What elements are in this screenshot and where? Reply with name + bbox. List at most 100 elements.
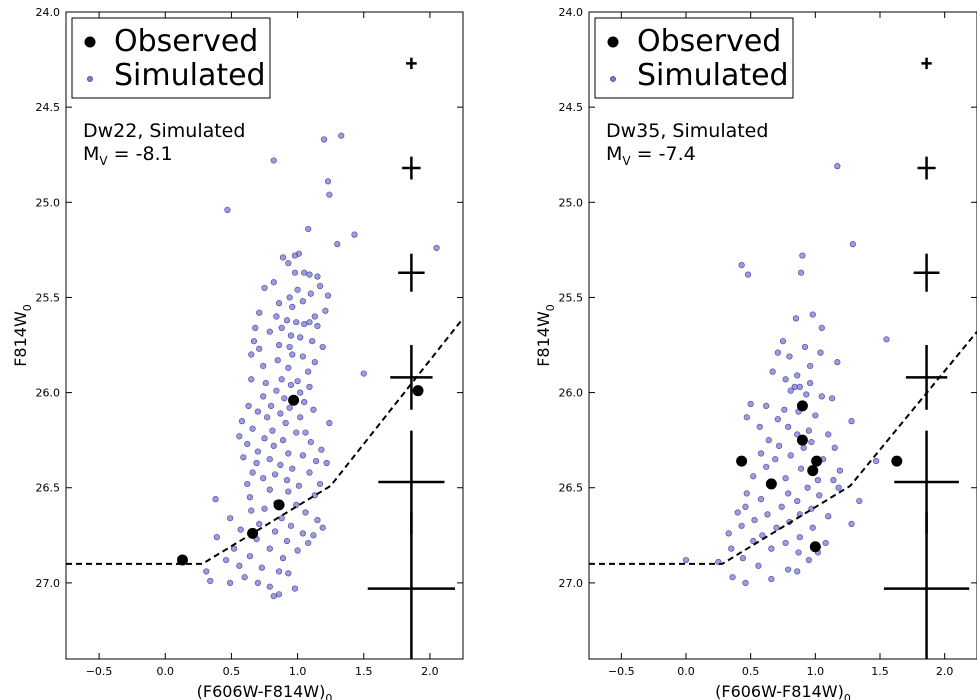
simulated-point <box>794 431 801 438</box>
completeness-limit-line <box>589 331 977 565</box>
simulated-point <box>782 475 789 482</box>
y-tick-label: 25.0 <box>36 196 61 209</box>
simulated-point <box>302 429 309 436</box>
simulated-point <box>306 271 313 278</box>
error-bar <box>921 57 932 70</box>
simulated-point <box>289 351 296 358</box>
simulated-point <box>796 534 803 541</box>
simulated-point <box>252 324 259 331</box>
observed-point <box>412 385 424 397</box>
simulated-point <box>286 294 293 301</box>
simulated-point <box>769 368 776 375</box>
panel-annotation-magnitude: MV = -8.1 <box>83 143 173 168</box>
simulated-point <box>297 414 304 421</box>
simulated-point <box>747 400 754 408</box>
simulated-point <box>295 482 303 489</box>
simulated-point <box>785 566 792 573</box>
simulated-point <box>782 539 789 547</box>
simulated-point <box>311 313 318 320</box>
simulated-point <box>744 271 752 278</box>
simulated-point <box>260 362 267 370</box>
simulated-point <box>261 435 268 442</box>
legend-simulated-marker <box>87 76 93 82</box>
simulated-point <box>212 496 219 503</box>
simulated-point <box>796 383 803 390</box>
simulated-point <box>273 387 280 394</box>
simulated-point <box>306 469 313 476</box>
simulated-point <box>779 338 787 345</box>
simulated-point <box>798 269 805 276</box>
simulated-point <box>275 300 283 307</box>
plot-area <box>589 57 977 659</box>
plot-frame <box>65 11 464 660</box>
panel-annotation-title: Dw22, Simulated <box>83 120 245 142</box>
simulated-point <box>768 545 775 552</box>
simulated-point <box>254 579 261 586</box>
simulated-point <box>299 530 306 537</box>
panel-left: −0.5 0.0 0.5 1.0 1.5 2.0 24.0 24.5 25.0 25.5 26.0 2… <box>11 6 464 700</box>
simulated-point <box>285 364 292 371</box>
simulated-point <box>849 241 856 248</box>
simulated-point <box>816 492 823 499</box>
simulated-point <box>757 450 765 457</box>
legend-box <box>71 17 271 99</box>
simulated-point <box>351 231 358 238</box>
simulated-point <box>734 509 741 516</box>
x-tick-label: 1.5 <box>871 665 889 678</box>
simulated-point <box>287 332 295 339</box>
simulated-point <box>274 357 281 364</box>
simulated-point <box>848 520 855 527</box>
simulated-point <box>278 324 285 331</box>
legend-simulated-label: Simulated <box>637 58 789 93</box>
simulated-point <box>835 484 842 491</box>
y-tick-label: 25.0 <box>559 196 584 209</box>
simulated-point <box>313 457 320 465</box>
simulated-point <box>338 132 345 139</box>
y-tick-label: 26.5 <box>559 482 584 495</box>
simulated-point <box>299 298 306 305</box>
simulated-point <box>306 383 313 390</box>
simulated-point <box>805 556 812 564</box>
simulated-point <box>743 490 750 497</box>
simulated-point <box>287 522 295 529</box>
y-tick-label: 24.5 <box>559 101 584 114</box>
simulated-point <box>278 515 285 522</box>
simulated-point <box>203 568 210 575</box>
observed-point <box>809 541 821 553</box>
legend-box <box>594 17 794 99</box>
simulated-point <box>305 539 312 547</box>
simulated-point <box>739 555 747 562</box>
y-tick-label: 26.0 <box>559 387 584 400</box>
simulated-point <box>798 465 805 472</box>
simulated-point <box>246 494 254 501</box>
simulated-point <box>778 503 785 510</box>
simulated-point <box>240 454 247 461</box>
simulated-point <box>249 425 256 432</box>
simulated-point <box>774 416 781 423</box>
y-axis-title: F814W0 <box>11 304 34 367</box>
simulated-point <box>297 334 304 341</box>
simulated-point <box>743 414 750 421</box>
simulated-point <box>301 269 308 276</box>
simulated-point <box>248 507 255 514</box>
simulated-point <box>818 393 825 400</box>
simulated-point <box>279 437 287 444</box>
simulated-point <box>266 545 273 552</box>
simulated-point <box>314 516 321 524</box>
y-tick-label: 26.5 <box>36 482 61 495</box>
simulated-point <box>302 509 309 516</box>
simulated-point <box>256 309 263 316</box>
simulated-point <box>763 402 770 410</box>
simulated-point <box>307 290 314 297</box>
simulated-point <box>282 419 289 427</box>
simulated-point <box>241 574 248 581</box>
x-tick-label: 1.0 <box>807 665 825 678</box>
error-bar <box>883 512 970 659</box>
simulated-point <box>244 440 251 448</box>
simulated-point <box>286 404 293 411</box>
simulated-point <box>834 163 841 170</box>
simulated-point <box>285 450 292 457</box>
